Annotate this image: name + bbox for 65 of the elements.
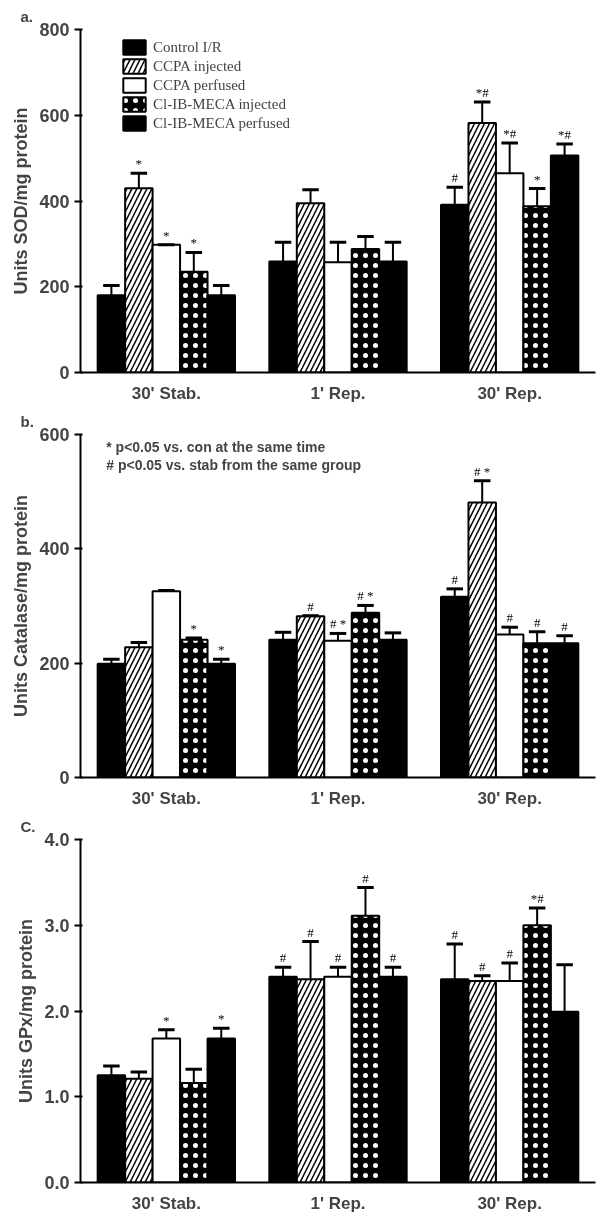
chart-title: b.	[20, 412, 34, 430]
y-tick-label: 600	[39, 425, 70, 445]
x-tick-label: 30' Stab.	[131, 788, 201, 808]
x-tick-label: 30' Rep.	[477, 788, 542, 808]
data-label: *	[218, 642, 225, 658]
y-tick-label: 2.0	[44, 1001, 70, 1022]
data-label: *#	[530, 891, 545, 907]
legend-label: CCPA injected	[153, 57, 242, 75]
data-label: #	[334, 950, 342, 966]
data-label: #	[362, 870, 370, 886]
y-tick-label: 400	[39, 191, 70, 212]
y-tick-label: 0.0	[44, 1173, 70, 1193]
data-label: #	[307, 924, 315, 940]
x-tick-label: 30' Rep.	[477, 383, 542, 403]
data-label: #	[561, 618, 569, 634]
data-label: # *	[474, 463, 491, 479]
data-label: #	[279, 950, 287, 966]
y-tick-label: 0	[59, 363, 70, 383]
data-label: #	[506, 945, 514, 961]
annotation: # p<0.05 vs. stab from the same group	[106, 456, 362, 473]
data-label: #	[389, 950, 397, 966]
legend-label: Control I/R	[153, 38, 222, 56]
data-label: #	[506, 610, 514, 626]
data-label: # *	[329, 616, 347, 632]
y-axis-title: Units SOD/mg protein	[11, 107, 32, 295]
y-tick-label: 3.0	[44, 915, 70, 936]
y-axis-title: Units Catalase/mg protein	[11, 494, 32, 718]
data-label: *	[163, 227, 170, 243]
legend-label: Cl-IB-MECA perfused	[153, 114, 291, 132]
data-label: *#	[503, 126, 517, 142]
data-label: *#	[558, 126, 572, 142]
data-label: #	[451, 571, 459, 587]
data-label: *	[190, 235, 198, 251]
chart-title: C.	[20, 817, 36, 835]
y-tick-label: 4.0	[44, 830, 70, 850]
y-tick-label: 1.0	[44, 1087, 70, 1108]
data-label: #	[307, 598, 315, 614]
x-tick-label: 30' Stab.	[131, 383, 201, 403]
annotation: * p<0.05 vs. con at the same time	[106, 438, 326, 455]
chart-title: a.	[20, 7, 34, 25]
y-tick-label: 200	[39, 653, 70, 674]
y-tick-label: 600	[39, 105, 70, 126]
data-label: # *	[357, 588, 374, 604]
data-label: *	[533, 171, 541, 187]
x-tick-label: 1' Rep.	[310, 383, 366, 403]
data-label: *	[135, 156, 143, 172]
y-tick-label: 400	[39, 539, 70, 560]
legend-label: Cl-IB-MECA injected	[153, 95, 286, 113]
x-tick-label: 1' Rep.	[310, 1193, 366, 1213]
data-label: *	[218, 1011, 225, 1027]
data-label: *	[190, 621, 198, 637]
y-tick-label: 0	[59, 768, 70, 788]
x-tick-label: 1' Rep.	[310, 788, 366, 808]
y-tick-label: 800	[39, 20, 70, 40]
y-tick-label: 200	[39, 277, 70, 298]
y-axis-title: Units GPx/mg protein	[16, 918, 37, 1104]
legend-label: CCPA perfused	[153, 76, 246, 94]
data-label: *	[163, 1012, 170, 1028]
x-tick-label: 30' Rep.	[477, 1193, 542, 1213]
data-label: #	[451, 927, 459, 943]
data-label: #	[478, 958, 486, 974]
data-label: #	[533, 614, 541, 630]
data-label: #	[451, 170, 459, 186]
data-label: *#	[475, 84, 490, 100]
x-tick-label: 30' Stab.	[131, 1193, 201, 1213]
